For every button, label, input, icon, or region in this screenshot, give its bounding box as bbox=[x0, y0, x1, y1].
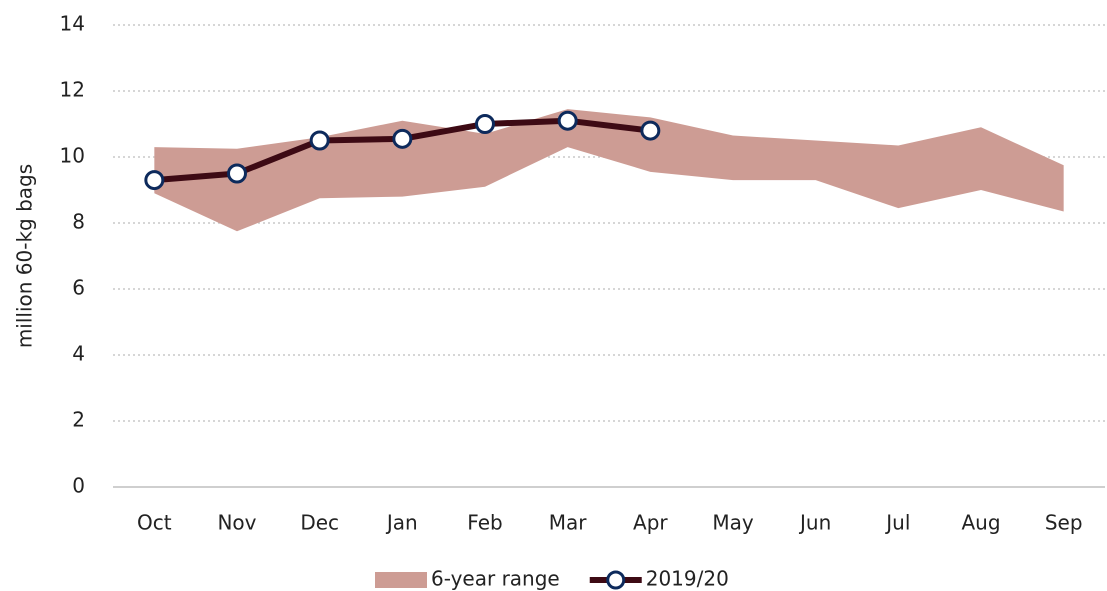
x-tick-label: Dec bbox=[300, 511, 339, 535]
y-tick-label: 10 bbox=[60, 144, 85, 168]
y-tick-label: 4 bbox=[72, 342, 85, 366]
x-tick-label: Jul bbox=[884, 511, 910, 535]
point bbox=[227, 163, 247, 184]
legend-label: 6-year range bbox=[431, 567, 560, 591]
y-axis-label: million 60-kg bags bbox=[13, 164, 37, 348]
y-tick-label: 12 bbox=[60, 78, 85, 102]
point bbox=[640, 120, 661, 141]
x-tick-label: May bbox=[712, 511, 754, 535]
point bbox=[475, 114, 495, 134]
x-tick-label: Jun bbox=[798, 511, 831, 535]
point bbox=[309, 130, 330, 151]
y-tick-label: 14 bbox=[60, 12, 85, 36]
y-tick-label: 2 bbox=[72, 408, 85, 432]
legend-swatch bbox=[375, 572, 427, 588]
x-tick-label: Sep bbox=[1045, 511, 1083, 535]
x-tick-label: Apr bbox=[633, 511, 668, 535]
x-tick-label: Feb bbox=[467, 511, 502, 535]
x-tick-label: Jan bbox=[385, 511, 418, 535]
x-tick-label: Aug bbox=[961, 511, 1000, 535]
point bbox=[392, 128, 413, 149]
x-tick-label: Oct bbox=[137, 511, 172, 535]
legend-marker bbox=[606, 570, 626, 590]
x-tick-label: Mar bbox=[549, 511, 588, 535]
y-tick-label: 6 bbox=[72, 276, 85, 300]
x-tick-label: Nov bbox=[217, 511, 256, 535]
y-tick-label: 8 bbox=[72, 210, 85, 234]
legend-label: 2019/20 bbox=[646, 567, 729, 591]
point bbox=[144, 170, 165, 191]
point bbox=[557, 110, 578, 131]
y-tick-label: 0 bbox=[72, 474, 85, 498]
